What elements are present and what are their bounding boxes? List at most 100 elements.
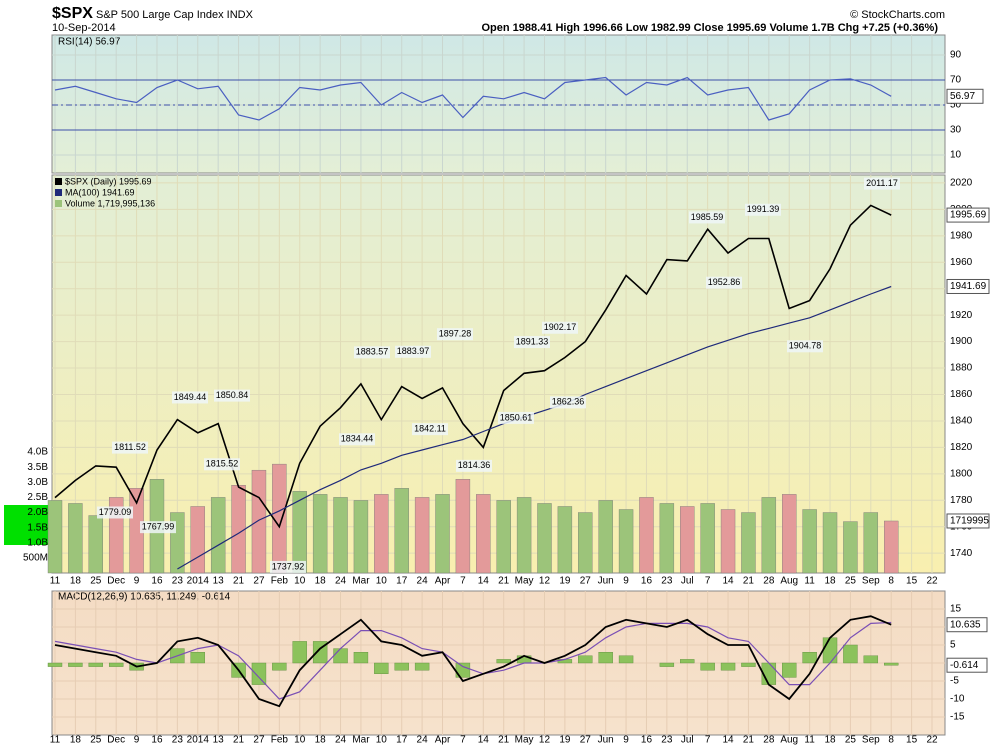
x-tick-label: 18	[315, 576, 327, 587]
y-tick-label: 1820	[950, 442, 973, 453]
x-tick-label: 21	[743, 735, 755, 746]
x-tick-label: 16	[151, 576, 163, 587]
macd-histogram-bar	[496, 659, 511, 664]
annotation-box	[214, 389, 250, 402]
x-tick-label: 10	[294, 576, 306, 587]
x-tick-label: 11	[804, 576, 815, 587]
y-tick-label: 1880	[950, 363, 973, 374]
macd-histogram-bar	[822, 637, 838, 664]
annotation-box	[498, 411, 534, 424]
x-tick-label: 16	[641, 576, 653, 587]
x-tick-label: 14	[722, 576, 734, 587]
x-tick-label: 27	[580, 576, 592, 587]
volume-bar	[476, 494, 491, 574]
x-tick-label: 19	[559, 735, 571, 746]
x-tick-label: 14	[478, 576, 490, 587]
x-tick-label: 15	[906, 735, 918, 746]
macd-histogram-bar	[251, 662, 267, 685]
annotation: 1850.84	[216, 390, 249, 400]
x-tick-label: 16	[151, 735, 163, 746]
quote: Open 1988.41 High 1996.66 Low 1982.99 Cl…	[481, 22, 938, 34]
legend-swatch	[55, 200, 62, 207]
x-tick-label: 25	[90, 735, 102, 746]
y-tick-label: 1.5B	[27, 522, 48, 533]
legend-swatch	[55, 178, 62, 185]
rsi-last: 56.97	[950, 91, 975, 102]
x-tick-label: 10	[376, 576, 388, 587]
macd-histogram-bar	[618, 655, 634, 664]
y-tick-label: 1780	[950, 495, 973, 506]
y-tick-label: 1900	[950, 336, 973, 347]
volume-bar	[455, 479, 471, 574]
annotation-box	[787, 340, 823, 353]
annotation: 1883.97	[397, 346, 430, 356]
x-tick-label: Apr	[435, 576, 451, 587]
y-tick-label: 1960	[950, 257, 973, 268]
x-tick-label: 14	[722, 735, 734, 746]
volume-bar	[333, 497, 348, 574]
annotation-box	[745, 203, 781, 216]
x-tick-label: 12	[539, 735, 551, 746]
macd-histogram-bar	[863, 655, 879, 664]
y-tick-label: 1860	[950, 389, 973, 400]
x-tick-label: Apr	[435, 735, 451, 746]
annotation-box	[437, 328, 473, 341]
macd-legend: MACD(12,26,9) 10.635, 11.249, -0.614	[58, 592, 231, 603]
rsi-line	[54, 76, 892, 121]
annotation-box	[140, 521, 176, 534]
x-tick-label: 27	[253, 735, 265, 746]
volume-bar	[557, 506, 573, 574]
x-tick-label: Aug	[780, 735, 798, 746]
x-tick-label: 11	[804, 735, 815, 746]
x-tick-label: 18	[824, 735, 836, 746]
annotation: 1952.86	[708, 277, 741, 287]
annotation: 1834.44	[341, 434, 374, 444]
annotation-box	[172, 391, 208, 404]
x-tick-label: 7	[460, 735, 466, 746]
x-tick-label: Mar	[352, 735, 370, 746]
y-tick-label: 4.0B	[27, 447, 48, 458]
annotation-box	[542, 321, 578, 334]
annotation-box	[550, 396, 586, 409]
annotation: 1985.59	[691, 212, 724, 222]
y-tick-label: 1800	[950, 468, 973, 479]
x-tick-label: Dec	[107, 576, 125, 587]
macd-histogram-bar	[68, 662, 83, 667]
macd-histogram-bar	[190, 652, 205, 664]
annotation-box	[204, 458, 240, 471]
annotation-box	[456, 459, 492, 472]
volume-bar	[700, 503, 715, 574]
x-tick-label: 9	[134, 735, 140, 746]
last-label-box	[946, 278, 990, 294]
x-tick-label: 13	[213, 735, 225, 746]
annotation: 1814.36	[458, 460, 491, 470]
annotation: 1779.09	[99, 507, 132, 517]
macd-last: 10.635	[950, 619, 981, 630]
y-tick-label: -15	[950, 712, 965, 723]
volume-bar	[210, 497, 226, 574]
x-tick-label: 24	[335, 576, 347, 587]
annotation-box	[270, 560, 306, 573]
last-label-box	[946, 513, 990, 529]
volume-bar	[312, 494, 328, 574]
annotation: 1849.44	[174, 392, 207, 402]
y-tick-label: 1840	[950, 416, 973, 427]
volume-bar	[68, 503, 83, 574]
x-tick-label: May	[515, 576, 534, 587]
x-tick-label: 18	[824, 576, 836, 587]
source: © StockCharts.com	[850, 9, 945, 21]
volume-bar	[578, 512, 593, 574]
x-tick-label: Jun	[598, 576, 614, 587]
x-tick-label: 19	[559, 576, 571, 587]
last-label: 1941.69	[950, 281, 987, 292]
annotation: 1862.36	[552, 397, 585, 407]
macd-histogram-bar	[659, 662, 675, 667]
macd-histogram-bar	[272, 662, 287, 671]
annotation-box	[112, 441, 148, 454]
volume-bar	[190, 506, 205, 574]
macd-histogram-bar	[88, 662, 103, 667]
x-tick-label: Feb	[271, 576, 289, 587]
macd-histogram-bar	[598, 652, 613, 664]
x-tick-label: 27	[253, 576, 265, 587]
x-tick-label: 25	[845, 735, 857, 746]
